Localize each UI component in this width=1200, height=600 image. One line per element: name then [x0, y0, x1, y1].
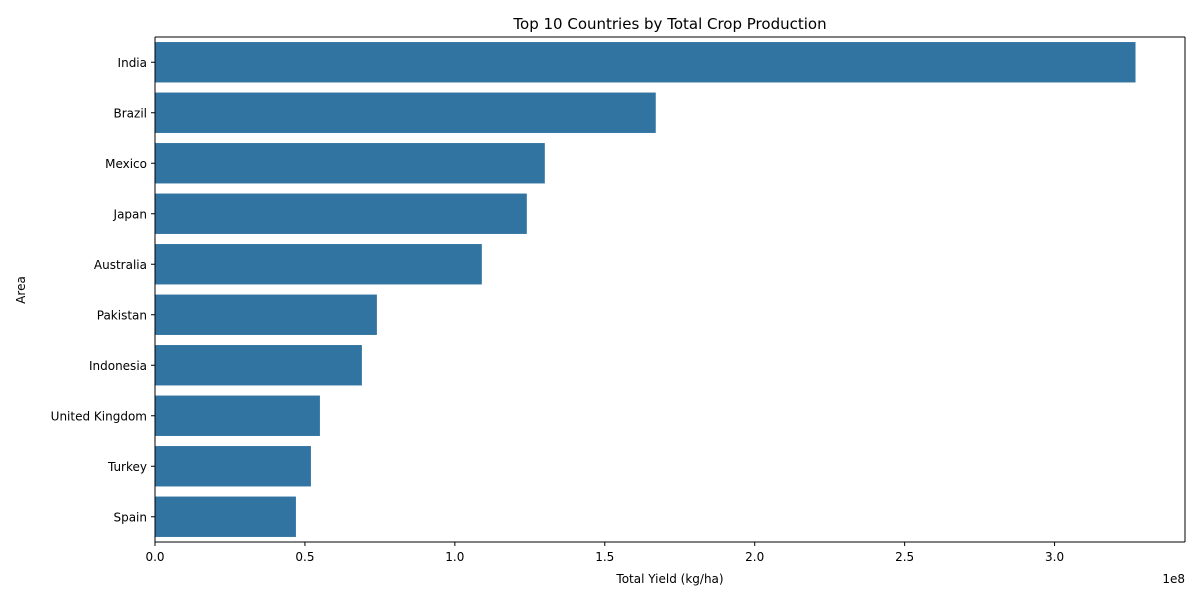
- x-axis-label: Total Yield (kg/ha): [615, 572, 723, 586]
- bar-united-kingdom: [155, 395, 320, 436]
- y-tick-label: Indonesia: [89, 359, 147, 373]
- bar-spain: [155, 496, 296, 537]
- bar-indonesia: [155, 345, 362, 386]
- x-tick-label: 3.0: [1045, 550, 1064, 564]
- y-tick-label: Pakistan: [97, 308, 147, 322]
- chart-title: Top 10 Countries by Total Crop Productio…: [512, 15, 826, 33]
- bar-australia: [155, 244, 482, 285]
- y-tick-label: Mexico: [105, 157, 147, 171]
- bar-india: [155, 42, 1136, 83]
- y-tick-label: Australia: [94, 258, 147, 272]
- bar-turkey: [155, 446, 311, 487]
- plot-area: India Brazil Mexico Japan Australia Pakistan I…: [51, 36, 1186, 564]
- y-tick-label: Turkey: [107, 460, 147, 474]
- x-tick-label: 2.0: [745, 550, 764, 564]
- x-tick-label: 1.0: [445, 550, 464, 564]
- x-axis-offset-label: 1e8: [1162, 572, 1185, 586]
- x-tick-label: 2.5: [895, 550, 914, 564]
- bar-japan: [155, 193, 527, 234]
- y-tick-label: Brazil: [114, 106, 148, 120]
- y-tick-label: Japan: [113, 207, 147, 221]
- bar-mexico: [155, 143, 545, 184]
- x-tick-label: 0.5: [295, 550, 314, 564]
- x-tick-label: 0.0: [145, 550, 164, 564]
- y-tick-label: Spain: [113, 510, 147, 524]
- y-axis-label: Area: [14, 276, 28, 304]
- bar-brazil: [155, 92, 656, 133]
- y-tick-label: India: [118, 56, 147, 70]
- y-tick-label: United Kingdom: [51, 409, 147, 423]
- bar-pakistan: [155, 294, 377, 335]
- x-tick-label: 1.5: [595, 550, 614, 564]
